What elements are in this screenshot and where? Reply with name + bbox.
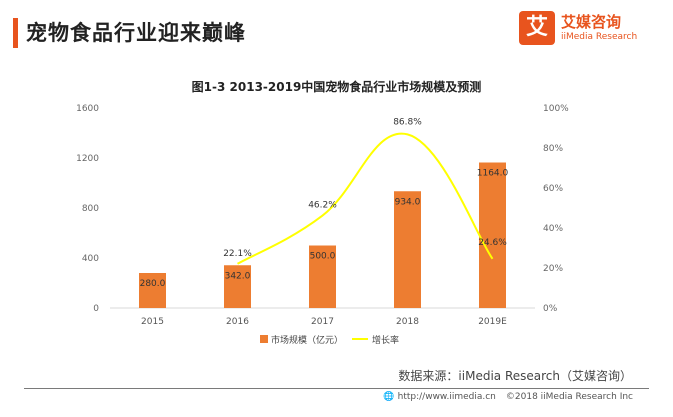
y-left-tick-label: 400 xyxy=(82,254,99,264)
brand-logo-icon: 艾 xyxy=(519,11,555,45)
growth-rate-line xyxy=(237,132,494,265)
bar-value-label: 500.0 xyxy=(310,252,336,262)
y-right-tick-label: 40% xyxy=(543,224,563,234)
growth-rate-label: 46.2% xyxy=(308,201,337,211)
bar xyxy=(394,191,421,308)
x-tick-label: 2019E xyxy=(478,317,507,327)
globe-icon: 🌐 xyxy=(383,392,395,402)
legend-label-bar: 市场规模（亿元） xyxy=(271,334,343,346)
bar xyxy=(479,162,506,308)
bar-value-label: 934.0 xyxy=(395,197,421,207)
y-right-tick-label: 0% xyxy=(543,304,558,314)
bar-value-label: 280.0 xyxy=(140,279,166,289)
bar xyxy=(139,273,166,308)
footer-divider xyxy=(24,388,649,389)
page-title: 宠物食品行业迎来巅峰 xyxy=(26,21,246,45)
y-left-tick-label: 1600 xyxy=(76,104,99,114)
footer-bar: 🌐 http://www.iimedia.cn ©2018 iiMedia Rese… xyxy=(383,392,633,402)
brand-name-en: iiMedia Research xyxy=(561,32,638,42)
legend-label-line: 增长率 xyxy=(372,334,399,346)
bar xyxy=(309,245,336,308)
x-tick-label: 2015 xyxy=(141,317,164,327)
y-right-tick-label: 20% xyxy=(543,264,563,274)
legend-swatch-bar xyxy=(260,335,268,343)
y-left-tick-label: 1200 xyxy=(76,154,99,164)
growth-rate-label: 86.8% xyxy=(393,117,422,127)
y-left-tick-label: 800 xyxy=(82,204,99,214)
x-tick-label: 2016 xyxy=(226,317,249,327)
y-left-tick-label: 0 xyxy=(93,304,99,314)
bar xyxy=(224,265,251,308)
x-tick-label: 2018 xyxy=(396,317,419,327)
x-tick-label: 2017 xyxy=(311,317,334,327)
brand-logo-group: 艾 艾媒咨询 iiMedia Research xyxy=(519,11,659,51)
data-source: 数据来源：iiMedia Research（艾媒咨询） xyxy=(398,369,632,383)
y-right-tick-label: 100% xyxy=(543,104,569,114)
title-accent-bar xyxy=(13,18,18,48)
bar-value-label: 1164.0 xyxy=(477,169,509,179)
footer-url[interactable]: http://www.iimedia.cn xyxy=(397,392,496,402)
growth-rate-label: 24.6% xyxy=(478,238,507,248)
chart-title: 图1-3 2013-2019中国宠物食品行业市场规模及预测 xyxy=(191,80,482,94)
footer-copyright: ©2018 iiMedia Research Inc xyxy=(505,392,633,402)
brand-name-cn: 艾媒咨询 xyxy=(561,13,622,31)
growth-rate-label: 22.1% xyxy=(223,249,252,259)
bar-value-label: 342.0 xyxy=(225,271,251,281)
y-right-tick-label: 80% xyxy=(543,144,563,154)
y-right-tick-label: 60% xyxy=(543,184,563,194)
